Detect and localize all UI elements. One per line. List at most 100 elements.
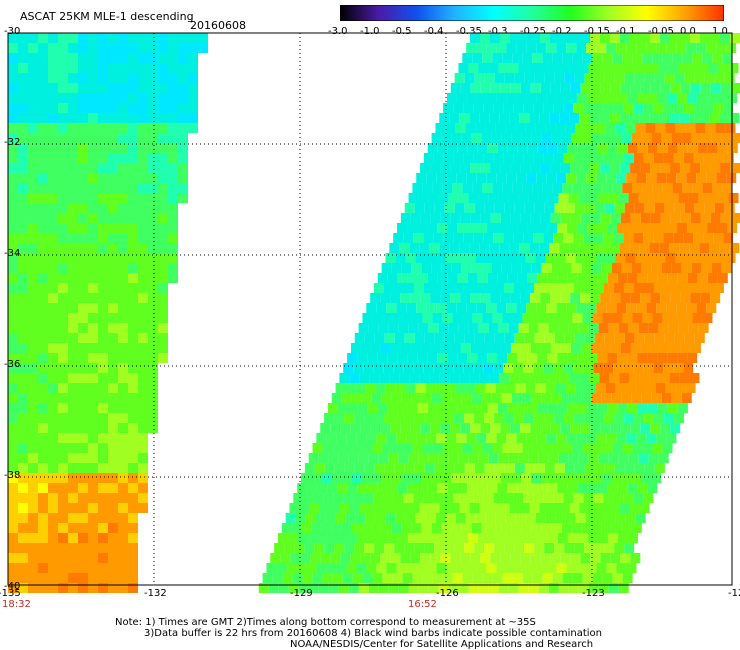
swath-cell xyxy=(531,133,542,143)
swath-cell xyxy=(587,533,598,543)
swath-cell xyxy=(651,473,662,483)
swath-cell xyxy=(600,83,611,93)
swath-cell xyxy=(664,333,675,343)
swath-cell xyxy=(48,483,58,493)
swath-cell xyxy=(548,323,559,333)
swath-cell xyxy=(178,103,188,113)
swath-cell xyxy=(520,163,531,173)
swath-cell xyxy=(349,503,360,513)
swath-cell xyxy=(568,583,579,593)
swath-cell xyxy=(138,253,148,263)
swath-cell xyxy=(407,273,418,283)
swath-cell xyxy=(118,403,128,413)
swath-cell xyxy=(572,53,583,63)
swath-cell xyxy=(433,493,444,503)
swath-cell xyxy=(602,573,613,583)
swath-cell xyxy=(108,203,118,213)
swath-cell xyxy=(138,373,148,383)
swath-cell xyxy=(374,413,385,423)
swath-cell xyxy=(430,553,441,563)
swath-cell xyxy=(615,253,626,263)
swath-cell xyxy=(48,223,58,233)
swath-cell xyxy=(521,393,532,403)
swath-cell xyxy=(427,403,438,413)
swath-cell xyxy=(473,233,484,243)
swath-cell xyxy=(610,343,621,353)
swath-cell xyxy=(128,433,138,443)
swath-cell xyxy=(88,473,98,483)
swath-cell xyxy=(462,443,473,453)
swath-cell xyxy=(98,123,108,133)
swath-cell xyxy=(570,423,581,433)
swath-cell xyxy=(480,343,491,353)
swath-cell xyxy=(416,303,427,313)
swath-cell xyxy=(665,123,676,133)
swath-cell xyxy=(502,183,513,193)
swath-cell xyxy=(550,343,561,353)
swath-cell xyxy=(458,63,469,73)
swath-cell xyxy=(713,103,724,113)
swath-cell xyxy=(387,533,398,543)
swath-cell xyxy=(88,353,98,363)
swath-cell xyxy=(457,273,468,283)
swath-cell xyxy=(635,513,646,523)
swath-cell xyxy=(385,253,396,263)
swath-cell xyxy=(282,573,293,583)
swath-cell xyxy=(643,233,654,243)
swath-cell xyxy=(583,283,594,293)
swath-cell xyxy=(416,173,427,183)
swath-cell xyxy=(500,553,511,563)
swath-cell xyxy=(528,583,539,593)
swath-cell xyxy=(464,333,475,343)
swath-cell xyxy=(707,223,718,233)
swath-cell xyxy=(38,353,48,363)
swath-cell xyxy=(513,103,524,113)
swath-cell xyxy=(682,183,693,193)
swath-cell xyxy=(426,303,437,313)
swath-cell xyxy=(158,213,168,223)
swath-cell xyxy=(520,83,531,93)
swath-cell xyxy=(108,63,118,73)
swath-cell xyxy=(78,133,88,143)
swath-cell xyxy=(362,313,373,323)
swath-cell xyxy=(422,573,433,583)
swath-cell xyxy=(168,263,178,273)
swath-cell xyxy=(549,243,560,253)
swath-cell xyxy=(68,573,78,583)
swath-cell xyxy=(108,273,118,283)
swath-cell xyxy=(48,323,58,333)
swath-cell xyxy=(567,533,578,543)
swath-cell xyxy=(18,583,28,593)
swath-cell xyxy=(627,223,638,233)
swath-cell xyxy=(138,393,148,403)
swath-cell xyxy=(168,223,178,233)
swath-cell xyxy=(474,413,485,423)
swath-cell xyxy=(664,203,675,213)
swath-cell xyxy=(58,293,68,303)
swath-cell xyxy=(421,473,432,483)
swath-cell xyxy=(347,483,358,493)
swath-cell xyxy=(488,63,499,73)
swath-cell xyxy=(582,573,593,583)
swath-cell xyxy=(28,33,38,43)
swath-cell xyxy=(48,143,58,153)
swath-cell xyxy=(720,33,730,43)
swath-cell xyxy=(408,453,419,463)
swath-cell xyxy=(98,413,108,423)
swath-cell xyxy=(600,423,611,433)
swath-cell xyxy=(8,253,18,263)
swath-cell xyxy=(634,203,645,213)
swath-cell xyxy=(410,293,421,303)
swath-cell xyxy=(550,33,560,43)
swath-cell xyxy=(58,513,68,523)
swath-cell xyxy=(58,343,68,353)
swath-cell xyxy=(351,393,362,403)
swath-cell xyxy=(168,113,178,123)
swath-cell xyxy=(512,313,523,323)
swath-cell xyxy=(432,183,443,193)
swath-cell xyxy=(617,353,628,363)
swath-cell xyxy=(520,423,531,433)
swath-cell xyxy=(108,243,118,253)
swath-cell xyxy=(713,233,724,243)
swath-cell xyxy=(78,283,88,293)
